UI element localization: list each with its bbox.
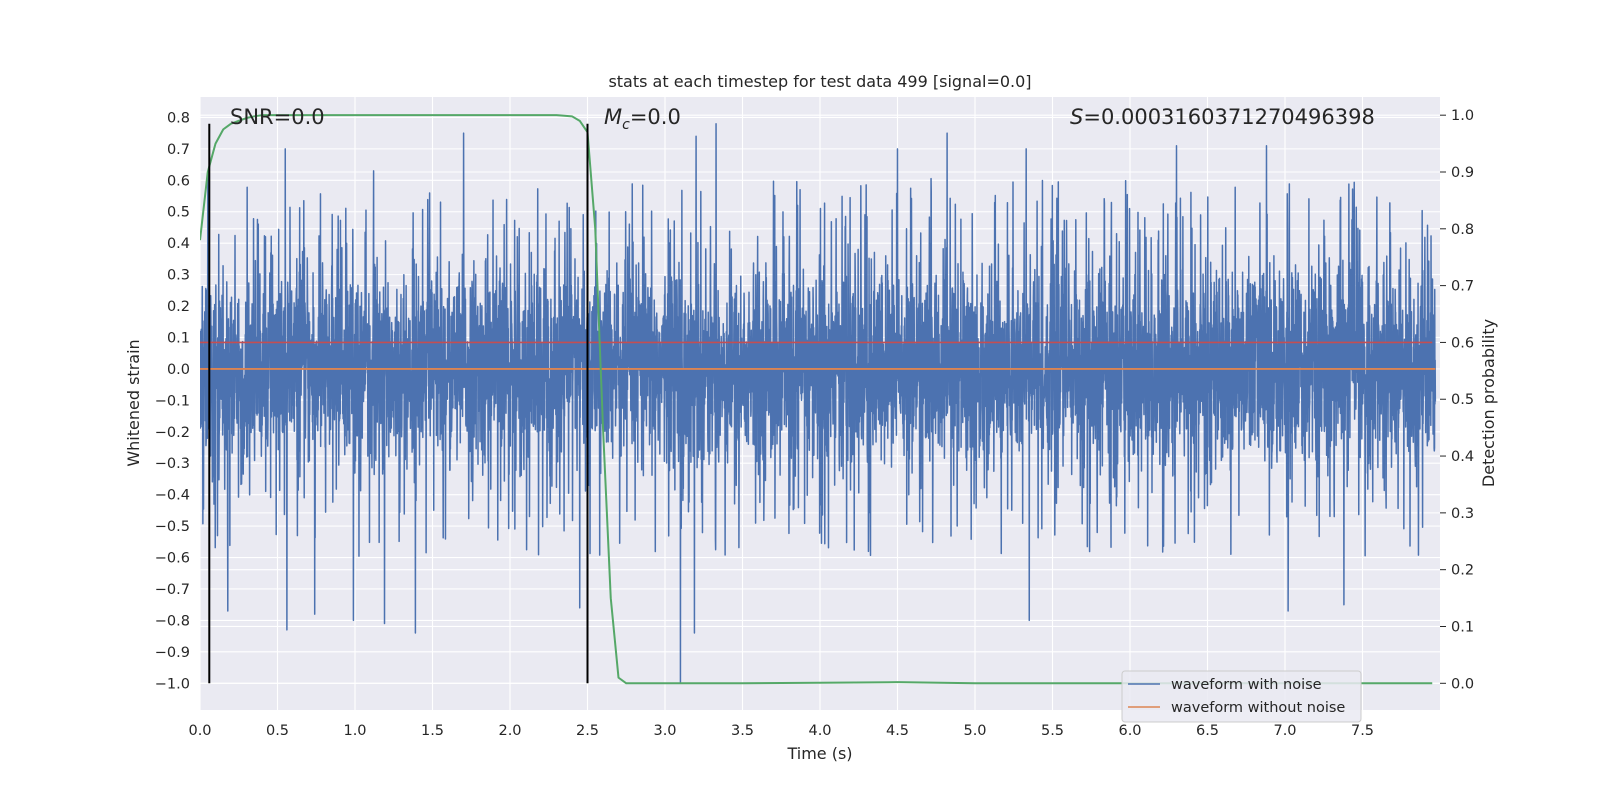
y-right-tick-label: 0.6	[1451, 335, 1474, 351]
legend-box	[1121, 670, 1362, 723]
y-tick-label: 0.0	[167, 362, 190, 378]
x-tick-label: 2.0	[498, 723, 521, 739]
x-tick-label: 0.0	[188, 723, 211, 739]
y-tick-label: 0.1	[167, 330, 190, 346]
y-tick-label: 0.8	[167, 110, 190, 126]
x-tick-label: 1.0	[343, 723, 366, 739]
y-tick-label: 0.3	[167, 268, 190, 284]
y-right-tick-label: 0.2	[1451, 563, 1474, 579]
x-tick-label: 5.5	[1041, 723, 1064, 739]
y-tick-label: 0.6	[167, 173, 190, 189]
plot-content	[200, 114, 1437, 685]
chirp-mass-value: =0.0	[630, 105, 681, 129]
y-tick-label: −0.4	[155, 488, 190, 504]
chirp-mass-annotation: Mc=0.0	[604, 105, 681, 133]
legend-label-waveform-with-noise: waveform with noise	[1171, 677, 1322, 693]
x-tick-label: 3.0	[653, 723, 676, 739]
s-annotation: S=0.00031603712704963​98	[1070, 105, 1375, 129]
y-tick-label: −0.2	[155, 425, 190, 441]
y-right-tick-label: 0.7	[1451, 279, 1474, 295]
y-tick-label: 0.5	[167, 205, 190, 221]
y-tick-label: −0.8	[155, 613, 190, 629]
x-tick-label: 4.5	[886, 723, 909, 739]
y-right-tick-label: 0.1	[1451, 619, 1474, 635]
x-axis-label: Time (s)	[786, 744, 852, 763]
y-tick-label: −0.6	[155, 551, 190, 567]
x-tick-label: 1.5	[421, 723, 444, 739]
y-axis-right-label: Detection probability	[1479, 319, 1498, 487]
y-right-tick-label: 0.4	[1451, 449, 1474, 465]
y-tick-label: −0.9	[155, 645, 190, 661]
y-right-tick-label: 1.0	[1451, 108, 1474, 124]
s-value: =0.00031603712704963​98	[1083, 105, 1375, 129]
x-tick-label: 6.5	[1196, 723, 1219, 739]
chirp-mass-subscript: c	[622, 117, 630, 133]
y-axis-label: Whitened strain	[124, 339, 143, 466]
snr-annotation: SNR=0.0	[230, 105, 325, 129]
y-right-tick-label: 0.0	[1451, 676, 1474, 692]
x-tick-label: 2.5	[576, 723, 599, 739]
x-tick-label: 4.0	[808, 723, 831, 739]
y-tick-label: −0.1	[155, 393, 190, 409]
y-tick-label: 0.2	[167, 299, 190, 315]
y-tick-label: 0.4	[167, 236, 190, 252]
x-tick-label: 3.5	[731, 723, 754, 739]
series-detection-probability	[200, 114, 1433, 685]
y-tick-label: −0.7	[155, 582, 190, 598]
y-tick-label: −1.0	[155, 676, 190, 692]
x-tick-label: 5.0	[963, 723, 986, 739]
x-tick-label: 7.5	[1351, 723, 1374, 739]
legend: waveform with noise waveform without noi…	[1121, 670, 1362, 723]
x-tick-label: 6.0	[1118, 723, 1141, 739]
tick-labels: 0.8 0.7 0.6 0.5 0.4 0.3 0.2 0.1 0.0 −0.1 −0.2 −0.3 −…	[155, 108, 1474, 739]
y-tick-label: −0.3	[155, 456, 190, 472]
y-tick-label: −0.5	[155, 519, 190, 535]
series-waveform-with-noise	[200, 122, 1437, 685]
x-tick-label: 0.5	[266, 723, 289, 739]
chirp-mass-symbol: M	[604, 105, 622, 129]
y-right-tick-label: 0.5	[1451, 392, 1474, 408]
y-tick-label: 0.7	[167, 142, 190, 158]
x-tick-label: 7.0	[1273, 723, 1296, 739]
chart-title: stats at each timestep for test data 499…	[608, 72, 1031, 91]
y-right-tick-label: 0.8	[1451, 222, 1474, 238]
y-right-tick-label: 0.9	[1451, 165, 1474, 181]
legend-label-waveform-without-noise: waveform without noise	[1171, 700, 1345, 716]
s-symbol: S	[1070, 105, 1083, 129]
y-right-tick-label: 0.3	[1451, 506, 1474, 522]
